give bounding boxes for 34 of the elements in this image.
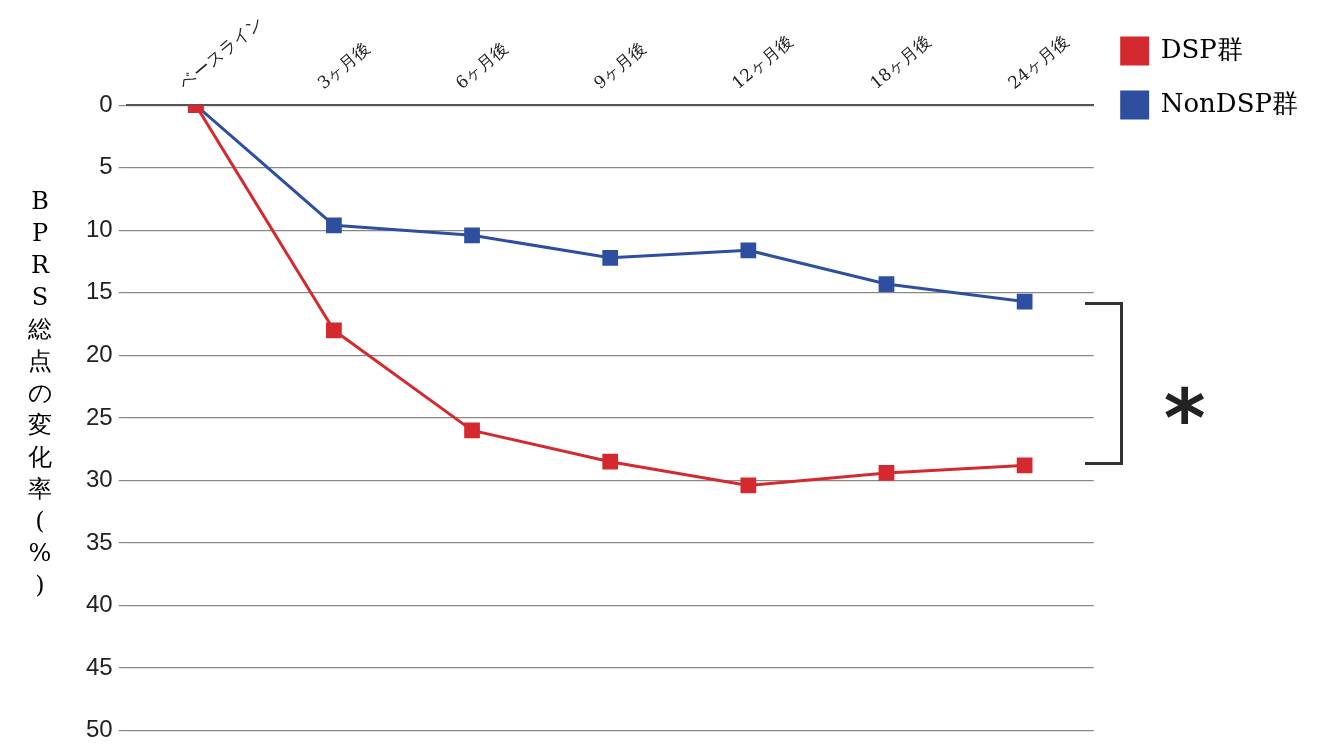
x-tick-label: 6ヶ月後 xyxy=(451,37,512,93)
y-tick-label: 45 xyxy=(85,652,113,680)
point xyxy=(1016,457,1033,474)
y-tick-label: 0 xyxy=(99,89,113,117)
y-tick-label: 30 xyxy=(85,465,113,493)
point xyxy=(464,422,480,439)
y-tick-label: 40 xyxy=(85,590,113,618)
point xyxy=(1016,293,1033,310)
y-tick-label: 25 xyxy=(85,402,113,430)
x-tick-label: 18ヶ月後 xyxy=(865,30,935,93)
text: BPRS総点の変化率(%) xyxy=(27,187,53,599)
legend-label: DSP群 xyxy=(1160,33,1243,64)
point xyxy=(464,227,480,244)
point xyxy=(602,249,619,266)
point xyxy=(740,242,757,259)
x-tick-label: 9ヶ月後 xyxy=(589,37,650,93)
y-tick-label: 15 xyxy=(85,277,113,305)
legend-label: NonDSP群 xyxy=(1160,87,1299,118)
x-tick-label: 3ヶ月後 xyxy=(313,37,374,93)
x-tick-label: ベースライン xyxy=(175,11,267,93)
point xyxy=(740,477,757,494)
y-tick-label: 5 xyxy=(99,152,113,180)
point xyxy=(878,276,895,292)
point xyxy=(878,465,895,481)
y-tick-label: 35 xyxy=(85,527,113,555)
text: * xyxy=(1163,371,1206,465)
y-tick-label: 10 xyxy=(85,214,113,242)
y-tick-label: 20 xyxy=(85,339,113,367)
point xyxy=(326,217,342,234)
point xyxy=(326,322,342,339)
x-tick-label: 24ヶ月後 xyxy=(1004,30,1073,93)
y-tick-label: 50 xyxy=(85,715,113,743)
x-tick-label: 12ヶ月後 xyxy=(727,30,797,93)
point xyxy=(602,453,619,470)
